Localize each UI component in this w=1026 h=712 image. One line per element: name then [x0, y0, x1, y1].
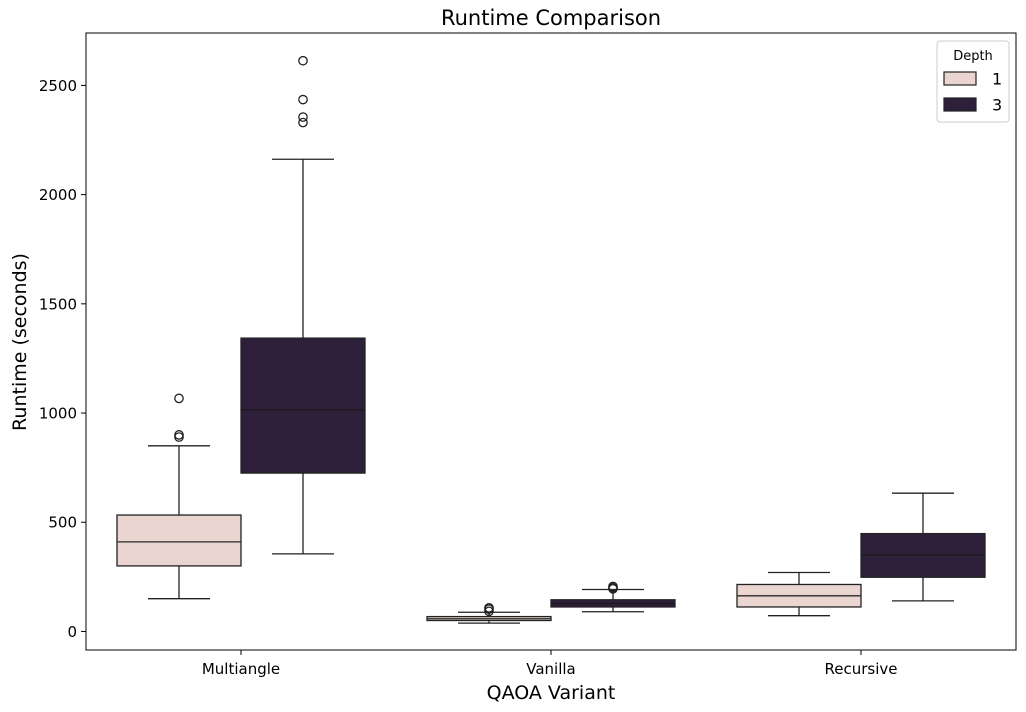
x-axis: Multiangle Vanilla Recursive — [202, 650, 898, 678]
y-axis-label: Runtime (seconds) — [9, 253, 31, 431]
y-tick-label: 0 — [67, 623, 77, 641]
legend-title: Depth — [953, 49, 993, 64]
legend: Depth 1 3 — [936, 40, 1010, 123]
chart-title: Runtime Comparison — [441, 6, 661, 30]
outlier-point — [608, 581, 618, 592]
box-plot-series — [116, 55, 986, 624]
box-recursive-depth-3 — [860, 492, 986, 602]
box-multiangle-depth-3 — [240, 55, 366, 555]
outlier-point — [174, 393, 184, 404]
y-tick-label: 2500 — [39, 77, 77, 95]
y-tick-label: 1000 — [39, 405, 77, 423]
outlier-point — [298, 117, 308, 128]
y-tick-label: 2000 — [39, 186, 77, 204]
legend-swatch — [943, 97, 977, 112]
legend-swatch — [943, 71, 977, 86]
box-multiangle-depth-1 — [116, 393, 242, 600]
iqr-box — [240, 337, 366, 474]
x-tick-label: Recursive — [825, 660, 898, 678]
x-tick-label: Vanilla — [526, 660, 576, 678]
legend-label: 1 — [992, 70, 1002, 89]
legend-label: 3 — [992, 96, 1002, 115]
outlier-point — [484, 602, 494, 613]
x-tick-label: Multiangle — [202, 660, 280, 678]
outlier-point — [298, 94, 308, 105]
y-tick-label: 1500 — [39, 295, 77, 313]
y-tick-label: 500 — [48, 514, 77, 532]
iqr-box — [116, 514, 242, 567]
outlier-point — [298, 55, 308, 66]
outlier-point — [174, 432, 184, 442]
box-vanilla-depth-3 — [550, 581, 676, 613]
y-axis: 0 500 1000 1500 2000 2500 — [39, 77, 86, 641]
outlier-point — [298, 112, 308, 122]
box-vanilla-depth-1 — [426, 602, 552, 624]
x-axis-label: QAOA Variant — [487, 682, 616, 704]
box-recursive-depth-1 — [736, 571, 862, 617]
